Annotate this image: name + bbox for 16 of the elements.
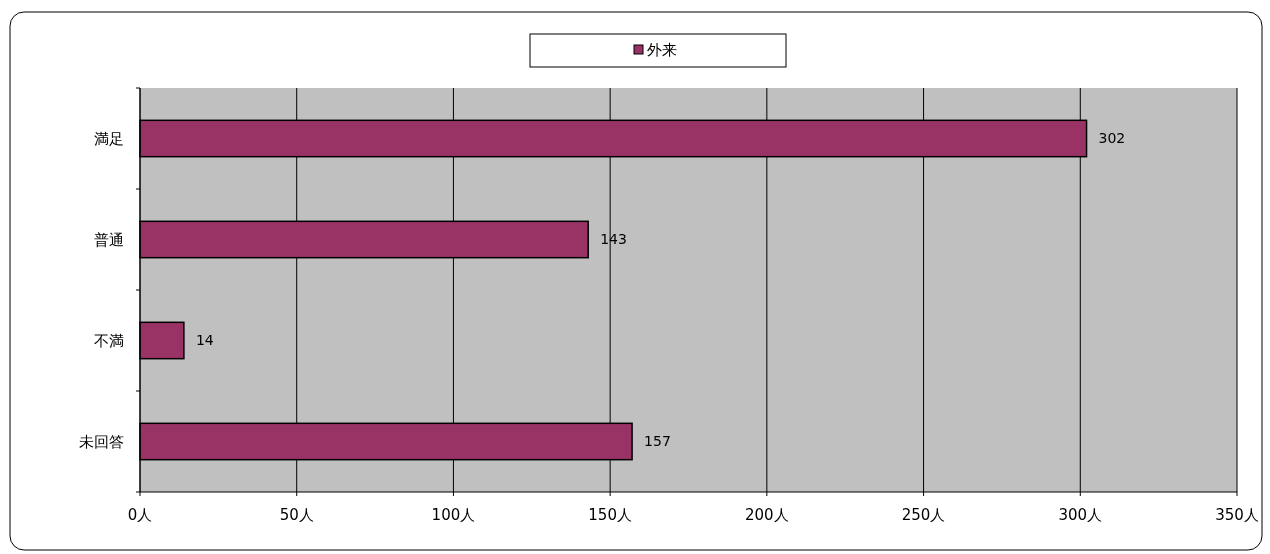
x-tick-label: 350人 — [1215, 506, 1259, 524]
x-tick-label: 200人 — [745, 506, 789, 524]
x-tick-label: 250人 — [901, 506, 946, 524]
y-tick-label: 満足 — [94, 129, 124, 148]
legend-label: 外来 — [647, 41, 677, 60]
data-label: 14 — [195, 332, 214, 349]
x-tick-label: 300人 — [1058, 506, 1103, 524]
y-tick-label: 未回答 — [79, 432, 124, 451]
x-tick-label: 50人 — [279, 506, 314, 524]
data-label: 157 — [644, 433, 671, 450]
data-label: 302 — [1098, 130, 1126, 147]
x-tick-label: 150人 — [588, 506, 632, 524]
y-tick-label: 不満 — [94, 331, 124, 350]
x-tick-label: 0人 — [127, 506, 153, 524]
y-tick-label: 普通 — [94, 230, 124, 249]
x-tick-label: 100人 — [431, 506, 476, 524]
